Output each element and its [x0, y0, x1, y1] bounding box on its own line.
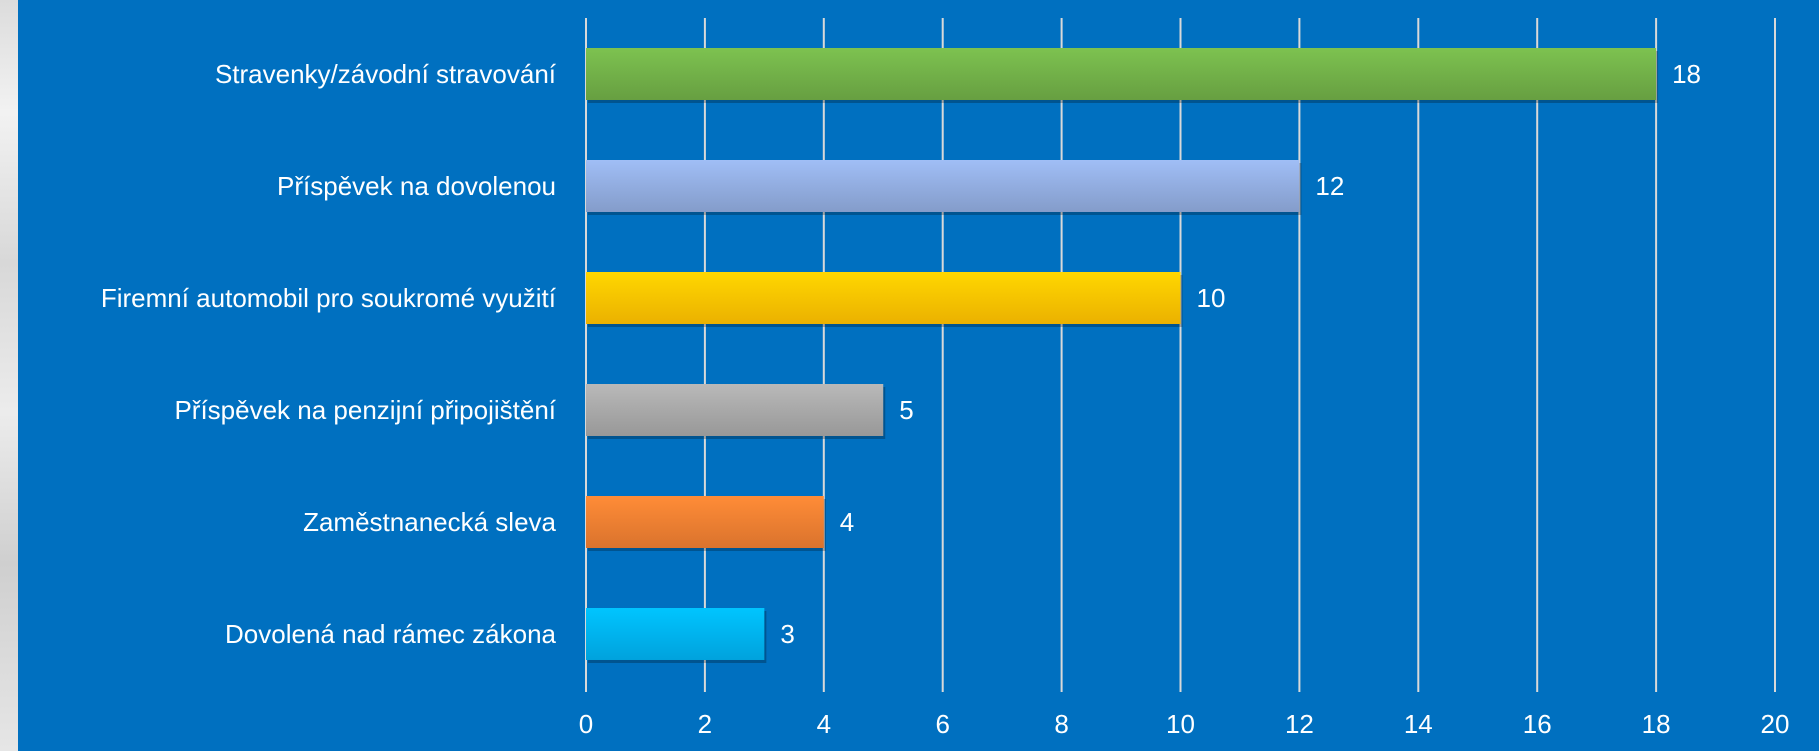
data-label: 12: [1315, 171, 1344, 201]
left-edge-background: [0, 0, 18, 751]
x-tick-label: 6: [935, 709, 949, 739]
x-tick-label: 20: [1761, 709, 1790, 739]
x-tick-label: 10: [1166, 709, 1195, 739]
x-tick-label: 4: [817, 709, 831, 739]
data-label: 10: [1197, 283, 1226, 313]
x-tick-label: 16: [1523, 709, 1552, 739]
x-tick-label: 2: [698, 709, 712, 739]
category-label: Příspěvek na dovolenou: [277, 171, 556, 201]
bars: [586, 48, 1659, 663]
bar: [586, 160, 1300, 212]
data-label: 3: [780, 619, 794, 649]
category-label: Stravenky/závodní stravování: [215, 59, 557, 89]
category-labels: Stravenky/závodní stravování Příspěvek na…: [101, 59, 557, 649]
x-tick-label: 8: [1054, 709, 1068, 739]
category-label: Příspěvek na penzijní připojištění: [174, 395, 556, 425]
data-label: 4: [840, 507, 854, 537]
x-axis-tick-labels: 0 2 4 6 8 10 12 14 16 18 20: [579, 709, 1790, 739]
bar: [586, 496, 824, 548]
gridlines: [585, 18, 1776, 692]
bar: [586, 48, 1657, 100]
category-label: Zaměstnanecká sleva: [303, 507, 556, 537]
x-tick-label: 14: [1404, 709, 1433, 739]
chart-panel: Stravenky/závodní stravování Příspěvek na…: [18, 0, 1819, 751]
bar: [586, 272, 1181, 324]
bar: [586, 384, 884, 436]
data-label: 18: [1672, 59, 1701, 89]
bar-chart: Stravenky/závodní stravování Příspěvek na…: [101, 18, 1790, 739]
x-tick-label: 12: [1285, 709, 1314, 739]
category-label: Dovolená nad rámec zákona: [225, 619, 557, 649]
category-label: Firemní automobil pro soukromé využití: [101, 283, 557, 313]
x-tick-label: 0: [579, 709, 593, 739]
data-label: 5: [899, 395, 913, 425]
x-tick-label: 18: [1642, 709, 1671, 739]
value-labels: 18 12 10 5 4 3: [780, 59, 1701, 649]
bar: [586, 608, 765, 660]
